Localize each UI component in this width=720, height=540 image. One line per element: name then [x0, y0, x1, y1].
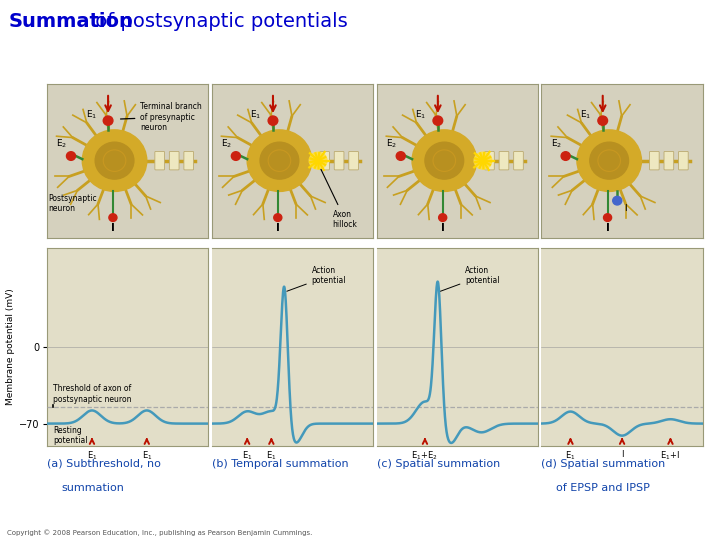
FancyBboxPatch shape — [169, 151, 179, 170]
Text: I: I — [606, 224, 610, 233]
Text: Terminal branch
of presynaptic
neuron: Terminal branch of presynaptic neuron — [120, 102, 202, 132]
Text: Copyright © 2008 Pearson Education, Inc., publishing as Pearson Benjamin Cumming: Copyright © 2008 Pearson Education, Inc.… — [7, 529, 312, 536]
Text: I: I — [111, 224, 115, 233]
Text: I: I — [276, 224, 280, 233]
Circle shape — [260, 142, 299, 179]
Circle shape — [577, 130, 642, 191]
FancyBboxPatch shape — [155, 151, 165, 170]
Text: I: I — [624, 205, 626, 213]
Circle shape — [603, 214, 611, 221]
Circle shape — [231, 152, 240, 160]
Circle shape — [310, 152, 327, 169]
Text: E$_2$: E$_2$ — [551, 138, 562, 150]
Text: (d) Spatial summation: (d) Spatial summation — [541, 459, 666, 469]
Circle shape — [274, 214, 282, 221]
Text: of EPSP and IPSP: of EPSP and IPSP — [556, 483, 649, 494]
Text: E$_1$: E$_1$ — [251, 108, 261, 121]
Text: E$_2$: E$_2$ — [386, 138, 397, 150]
Text: Postsynaptic
neuron: Postsynaptic neuron — [48, 194, 97, 213]
Circle shape — [109, 214, 117, 221]
Text: Axon
hillock: Axon hillock — [321, 170, 358, 230]
Text: I: I — [621, 450, 624, 459]
FancyBboxPatch shape — [649, 151, 660, 170]
Circle shape — [95, 142, 134, 179]
Circle shape — [82, 130, 147, 191]
Text: Resting
potential: Resting potential — [53, 426, 88, 445]
FancyBboxPatch shape — [485, 151, 495, 170]
Circle shape — [247, 130, 312, 191]
Text: E$_1$+E$_2$: E$_1$+E$_2$ — [412, 450, 438, 462]
Circle shape — [425, 142, 464, 179]
Circle shape — [561, 152, 570, 160]
Circle shape — [396, 152, 405, 160]
Text: E$_1$: E$_1$ — [266, 450, 276, 462]
Text: summation: summation — [61, 483, 124, 494]
FancyBboxPatch shape — [499, 151, 509, 170]
Text: E$_1$: E$_1$ — [580, 108, 591, 121]
Text: E$_2$: E$_2$ — [56, 138, 68, 150]
Text: of postsynaptic potentials: of postsynaptic potentials — [89, 12, 348, 31]
FancyBboxPatch shape — [348, 151, 359, 170]
Circle shape — [66, 152, 76, 160]
Circle shape — [103, 116, 113, 125]
Text: E$_1$: E$_1$ — [415, 108, 426, 121]
Circle shape — [433, 116, 443, 125]
Text: E$_1$+I: E$_1$+I — [660, 450, 680, 462]
FancyBboxPatch shape — [664, 151, 674, 170]
FancyBboxPatch shape — [513, 151, 523, 170]
FancyBboxPatch shape — [320, 151, 330, 170]
Text: E$_1$: E$_1$ — [565, 450, 576, 462]
Circle shape — [590, 142, 629, 179]
Circle shape — [438, 214, 446, 221]
Circle shape — [613, 197, 622, 205]
Text: Threshold of axon of
postsynaptic neuron: Threshold of axon of postsynaptic neuron — [53, 384, 132, 404]
Text: E$_1$: E$_1$ — [86, 450, 97, 462]
Text: E$_2$: E$_2$ — [221, 138, 233, 150]
Y-axis label: Membrane potential (mV): Membrane potential (mV) — [6, 288, 15, 406]
Circle shape — [474, 152, 492, 169]
Text: E$_1$: E$_1$ — [242, 450, 253, 462]
Text: Action
potential: Action potential — [287, 266, 346, 291]
FancyBboxPatch shape — [334, 151, 344, 170]
Text: (c) Spatial summation: (c) Spatial summation — [377, 459, 500, 469]
Text: (b) Temporal summation: (b) Temporal summation — [212, 459, 348, 469]
Circle shape — [598, 116, 608, 125]
FancyBboxPatch shape — [184, 151, 194, 170]
Circle shape — [412, 130, 477, 191]
Text: (a) Subthreshold, no: (a) Subthreshold, no — [47, 459, 161, 469]
Circle shape — [268, 116, 278, 125]
Text: Action
potential: Action potential — [441, 266, 500, 291]
Text: E$_1$: E$_1$ — [142, 450, 152, 462]
FancyBboxPatch shape — [678, 151, 688, 170]
Text: Summation: Summation — [9, 12, 133, 31]
Text: E$_1$: E$_1$ — [86, 108, 96, 121]
Text: I: I — [441, 224, 445, 233]
